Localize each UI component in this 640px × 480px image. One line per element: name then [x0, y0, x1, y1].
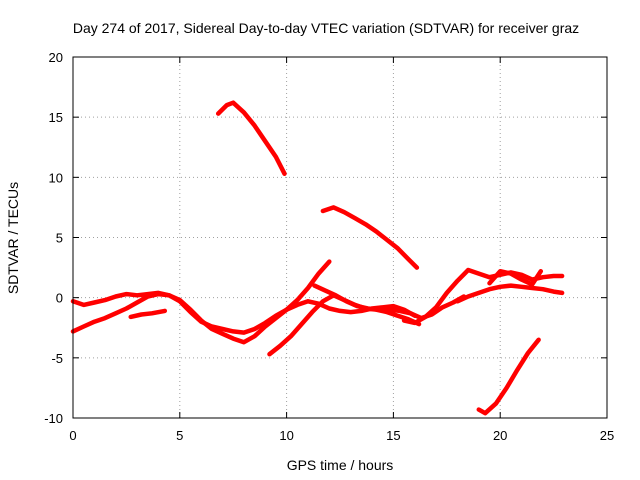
y-axis-label: SDTVAR / TECUs [5, 182, 21, 294]
y-tick-label: 5 [56, 231, 63, 246]
series-line-track-f [320, 205, 420, 270]
chart-title: Day 274 of 2017, Sidereal Day-to-day VTE… [73, 20, 579, 36]
series-line-track-d [215, 100, 287, 176]
x-tick-label: 20 [493, 428, 507, 443]
y-tick-label: 10 [49, 170, 63, 185]
y-tick-label: -5 [51, 351, 63, 366]
grid [73, 57, 607, 418]
x-tick-label: 15 [386, 428, 400, 443]
series-line-track-a [70, 290, 418, 335]
x-tick-label: 0 [69, 428, 76, 443]
series-line-track-i [455, 283, 565, 304]
series-line-track-g [312, 283, 467, 321]
series-line-track-c [128, 308, 168, 320]
series-line-track-b [70, 259, 332, 345]
x-axis-label: GPS time / hours [287, 457, 394, 473]
y-tick-label: 20 [49, 50, 63, 65]
data-series [70, 100, 565, 416]
x-tick-label: 10 [279, 428, 293, 443]
x-tick-label: 25 [600, 428, 614, 443]
x-tick-label: 5 [176, 428, 183, 443]
y-tick-label: 0 [56, 291, 63, 306]
y-tick-label: -10 [44, 411, 63, 426]
axis-ticks: 0 5 10 15 20 25 -10 -5 0 5 10 15 20 [44, 50, 614, 443]
y-tick-label: 15 [49, 110, 63, 125]
series-line-track-k [487, 268, 544, 287]
series-line-track-j [476, 337, 541, 416]
